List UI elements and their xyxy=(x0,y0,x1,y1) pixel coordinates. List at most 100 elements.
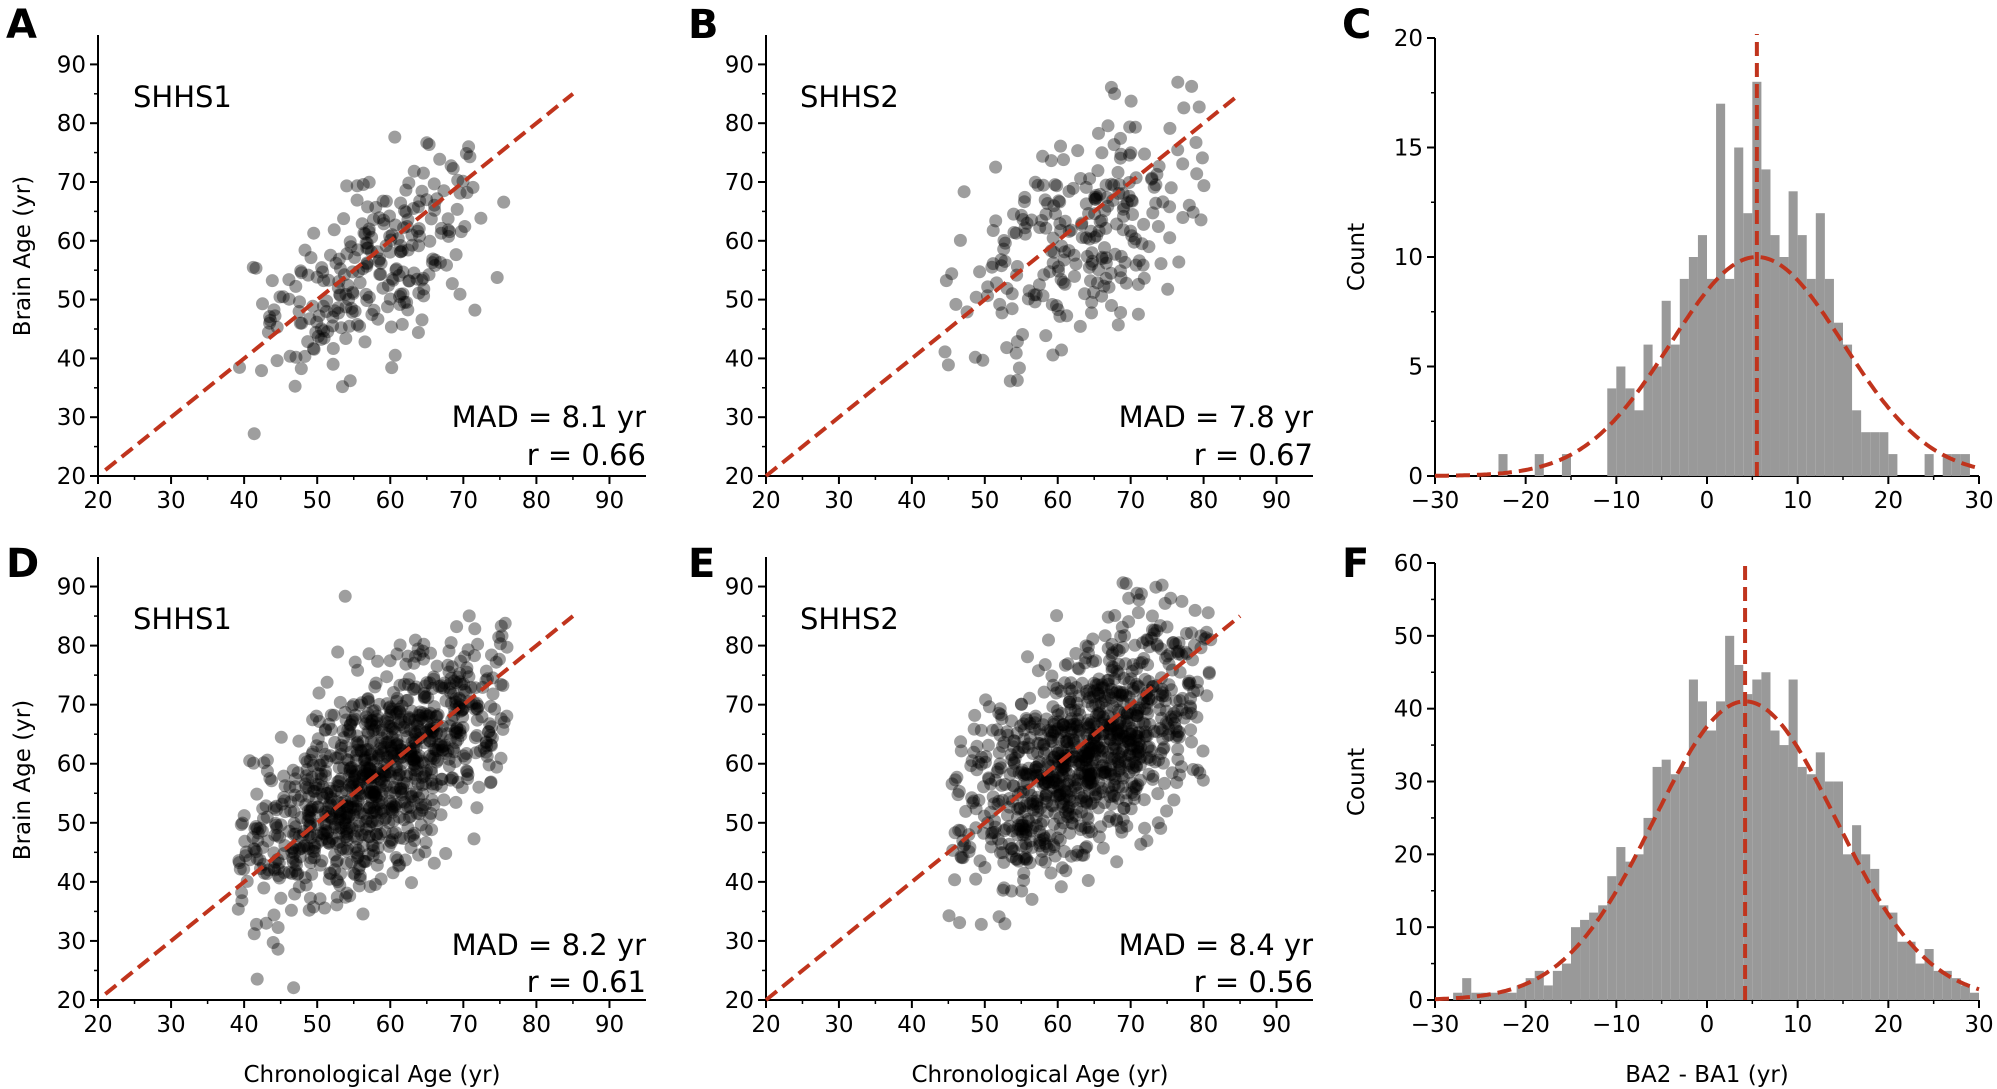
scatter-point xyxy=(1101,119,1115,133)
scatter-point xyxy=(324,784,338,798)
x-tick-label: 60 xyxy=(1043,1012,1072,1038)
histogram-bar xyxy=(1897,941,1907,1000)
scatter-point xyxy=(340,784,354,797)
scatter-point xyxy=(480,749,494,763)
scatter-point xyxy=(268,828,282,842)
scatter-point xyxy=(340,827,354,840)
scatter-point xyxy=(1045,298,1059,311)
scatter-point xyxy=(470,702,484,716)
scatter-point xyxy=(1141,658,1155,672)
scatter-point xyxy=(304,851,318,865)
scatter-point xyxy=(343,718,357,732)
scatter-point xyxy=(364,748,377,762)
scatter-point xyxy=(1092,830,1106,844)
scatter-point xyxy=(302,789,316,803)
scatter-point xyxy=(390,737,404,751)
scatter-point xyxy=(485,648,498,662)
scatter-point xyxy=(407,752,421,766)
scatter-point xyxy=(376,194,390,208)
scatter-point xyxy=(1024,834,1037,848)
scatter-point xyxy=(344,761,358,775)
scatter-point xyxy=(236,816,249,830)
scatter-point xyxy=(388,800,402,814)
scatter-point xyxy=(1164,181,1178,195)
scatter-point xyxy=(388,130,402,144)
scatter-point xyxy=(340,833,354,847)
scatter-point xyxy=(364,735,378,749)
scatter-point xyxy=(1062,790,1076,804)
scatter-point xyxy=(370,819,384,832)
scatter-point xyxy=(320,826,334,840)
scatter-point xyxy=(288,887,302,901)
scatter-point xyxy=(373,252,387,266)
scatter-point xyxy=(391,853,404,867)
scatter-points xyxy=(233,130,511,441)
scatter-point xyxy=(344,801,358,814)
scatter-point xyxy=(1201,606,1215,620)
scatter-point xyxy=(472,699,486,713)
y-tick-label: 0 xyxy=(1408,988,1423,1014)
scatter-point xyxy=(407,757,421,771)
scatter-point xyxy=(405,736,419,750)
scatter-point xyxy=(393,764,407,778)
scatter-point xyxy=(414,818,428,832)
y-tick-label: 30 xyxy=(57,405,86,431)
scatter-point xyxy=(356,178,370,191)
scatter-point xyxy=(438,738,452,752)
scatter-point xyxy=(1175,703,1189,717)
scatter-point xyxy=(356,839,370,853)
scatter-point xyxy=(367,755,381,769)
scatter-point xyxy=(410,719,424,733)
scatter-point xyxy=(288,379,302,393)
scatter-point xyxy=(334,821,348,835)
scatter-point xyxy=(392,715,405,729)
scatter-point xyxy=(345,305,359,319)
scatter-point xyxy=(422,268,436,282)
scatter-point xyxy=(1099,178,1113,192)
scatter-point xyxy=(435,772,449,786)
scatter-point xyxy=(291,867,305,881)
scatter-point xyxy=(329,855,343,869)
scatter-point xyxy=(306,745,320,759)
scatter-point xyxy=(1010,335,1024,349)
scatter-point xyxy=(286,763,300,777)
scatter-point xyxy=(1161,282,1175,296)
scatter-point xyxy=(428,258,442,272)
scatter-point xyxy=(408,725,422,739)
scatter-point xyxy=(315,740,329,754)
scatter-point xyxy=(467,832,481,846)
scatter-point xyxy=(1108,247,1122,261)
scatter-point xyxy=(335,738,348,752)
scatter-point xyxy=(439,847,453,860)
scatter-point xyxy=(409,649,422,663)
scatter-point xyxy=(446,162,460,175)
scatter-point xyxy=(294,789,308,803)
scatter-point xyxy=(259,799,273,813)
scatter-point xyxy=(355,770,369,783)
scatter-point xyxy=(1099,271,1113,285)
scatter-point xyxy=(415,273,429,287)
scatter-point xyxy=(416,787,430,801)
scatter-point xyxy=(389,763,403,777)
scatter-point xyxy=(299,798,313,812)
scatter-point xyxy=(972,793,986,807)
scatter-point xyxy=(417,769,431,783)
scatter-point xyxy=(315,261,329,275)
scatter-point xyxy=(335,785,349,799)
histogram-bar xyxy=(1870,868,1880,1000)
scatter-point xyxy=(1021,812,1035,826)
scatter-point xyxy=(1071,144,1085,158)
scatter-point xyxy=(422,811,436,824)
x-axis-title-f: BA2 - BA1 (yr) xyxy=(1625,1062,1789,1088)
scatter-point xyxy=(404,841,418,855)
scatter-point xyxy=(398,715,412,729)
scatter-point xyxy=(1083,232,1096,246)
scatter-point xyxy=(305,867,319,881)
scatter-point xyxy=(376,281,390,295)
scatter-point xyxy=(334,843,348,856)
scatter-point xyxy=(1175,594,1189,608)
scatter-point xyxy=(303,312,317,326)
scatter-point xyxy=(394,785,408,799)
scatter-point xyxy=(302,841,315,855)
